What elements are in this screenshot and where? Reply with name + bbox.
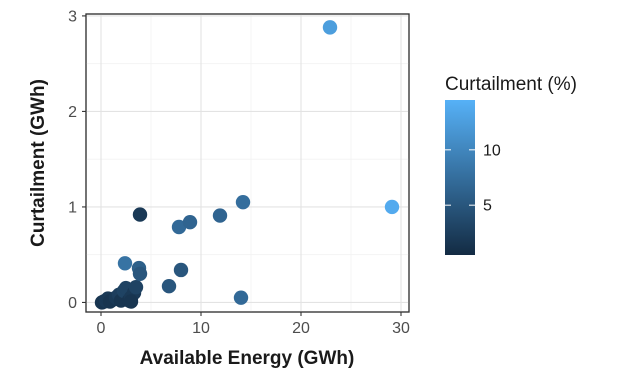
data-point — [173, 262, 189, 278]
data-point — [182, 215, 198, 230]
plot-border — [85, 13, 410, 313]
data-point — [123, 294, 139, 309]
legend-tick-label: 10 — [483, 142, 501, 159]
data-point — [132, 207, 148, 222]
y-tick-label: 3 — [68, 8, 77, 25]
legend-ticks: 5 10 — [445, 142, 501, 215]
data-point — [161, 279, 177, 294]
legend-colorbar — [445, 100, 475, 255]
legend: Curtailment (%) 5 10 — [445, 74, 577, 255]
y-tick-label: 2 — [68, 104, 77, 121]
y-axis-ticks: 0 1 2 3 — [68, 8, 86, 312]
data-point — [235, 194, 251, 210]
y-axis-title: Curtailment (GWh) — [28, 79, 49, 247]
data-point — [128, 279, 144, 295]
x-tick-label: 0 — [97, 320, 106, 337]
grid-major — [86, 14, 409, 312]
legend-title: Curtailment (%) — [445, 74, 577, 95]
data-point — [132, 266, 148, 281]
data-point — [384, 199, 400, 215]
x-tick-label: 20 — [292, 320, 310, 337]
grid-minor — [86, 14, 409, 312]
x-axis-title: Available Energy (GWh) — [140, 348, 355, 369]
x-tick-label: 30 — [392, 320, 410, 337]
y-tick-label: 0 — [68, 295, 77, 312]
y-tick-label: 1 — [68, 199, 77, 216]
data-point — [117, 256, 133, 271]
data-point — [233, 290, 249, 305]
data-point — [322, 20, 338, 35]
x-axis-ticks: 0 10 20 30 — [97, 312, 410, 337]
x-tick-label: 10 — [192, 320, 210, 337]
legend-tick-label: 5 — [483, 198, 492, 215]
data-points — [94, 20, 400, 310]
data-point — [212, 208, 228, 223]
data-point — [171, 219, 187, 235]
